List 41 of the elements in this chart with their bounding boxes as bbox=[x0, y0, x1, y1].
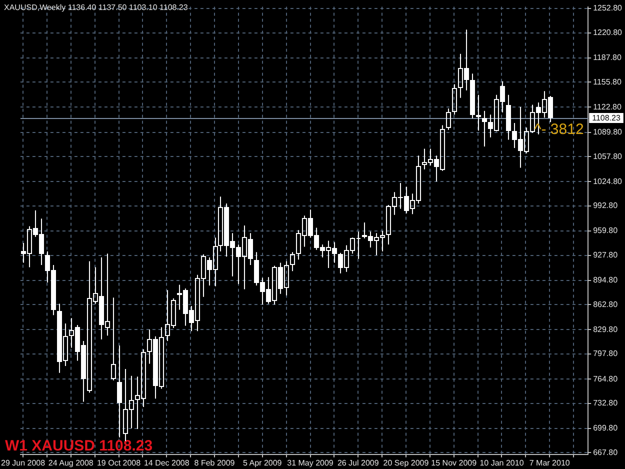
x-tick-label: 7 Mar 2010 bbox=[529, 458, 570, 468]
y-tick-label: 764.80 bbox=[593, 374, 618, 384]
x-tick-label: 20 Sep 2009 bbox=[383, 458, 430, 468]
x-tick-label: 15 Nov 2009 bbox=[431, 458, 478, 468]
y-tick-label: 699.80 bbox=[593, 424, 618, 433]
y-tick-label: 1187.80 bbox=[593, 53, 622, 62]
x-tick-label: 14 Dec 2008 bbox=[144, 458, 190, 468]
x-tick-label: 8 Feb 2009 bbox=[194, 458, 236, 468]
x-tick-label: 31 May 2009 bbox=[287, 458, 334, 468]
y-tick-label: 1057.80 bbox=[593, 152, 623, 161]
candlestick bbox=[111, 297, 116, 381]
y-tick-label: 797.80 bbox=[593, 349, 618, 358]
y-tick-label: 732.80 bbox=[593, 398, 618, 408]
x-tick-label: 29 Jun 2008 bbox=[1, 458, 46, 468]
y-tick-label: 862.80 bbox=[593, 300, 618, 309]
candlestick bbox=[476, 94, 481, 132]
ref-line-label: 1108.23 bbox=[592, 114, 621, 123]
y-tick-label: 667.80 bbox=[593, 448, 618, 457]
y-tick-label: 894.80 bbox=[593, 276, 618, 285]
candlestick bbox=[290, 252, 295, 272]
y-tick-label: 959.80 bbox=[593, 226, 618, 236]
x-tick-label: 5 Apr 2009 bbox=[243, 458, 282, 468]
candlestick bbox=[117, 345, 122, 438]
x-tick-label: 10 Jan 2010 bbox=[480, 458, 524, 468]
chart-title: XAUUSD,Weekly 1136.40 1137.50 1103.10 1108.23 bbox=[4, 3, 188, 12]
y-tick-label: 1089.80 bbox=[593, 127, 623, 136]
y-tick-label: 1155.80 bbox=[593, 77, 622, 86]
candlestick bbox=[452, 84, 457, 116]
y-tick-label: 927.80 bbox=[593, 250, 618, 260]
x-tick-label: 24 Aug 2008 bbox=[48, 458, 94, 468]
y-tick-label: 992.80 bbox=[593, 201, 618, 210]
y-tick-label: 1252.80 bbox=[593, 4, 623, 13]
x-tick-label: 26 Jul 2009 bbox=[337, 458, 380, 468]
y-tick-label: 829.80 bbox=[593, 324, 618, 334]
y-tick-label: 1024.80 bbox=[593, 176, 623, 186]
annotation: W1 XAUUSD 1108.23 bbox=[5, 437, 153, 454]
candlestick bbox=[446, 108, 451, 130]
x-tick-label: 19 Oct 2008 bbox=[96, 458, 142, 468]
y-tick-label: 1220.80 bbox=[593, 28, 623, 37]
candlestick bbox=[482, 110, 487, 148]
y-tick-label: 1122.80 bbox=[593, 102, 622, 112]
